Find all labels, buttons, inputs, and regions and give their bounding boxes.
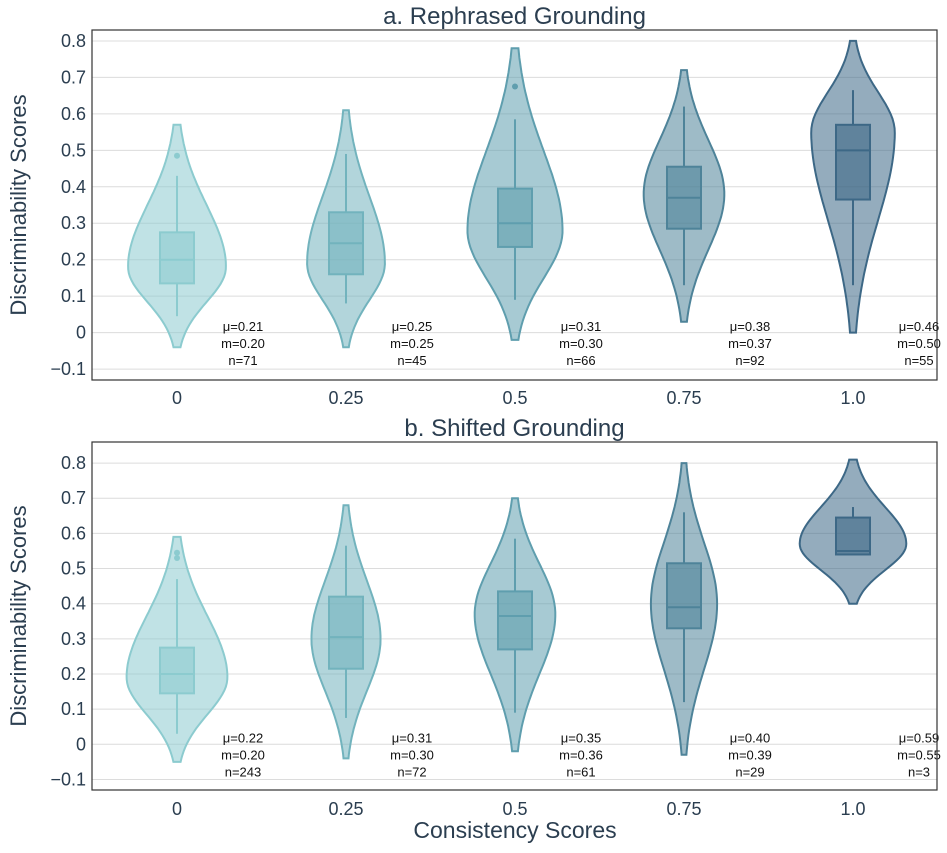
axes-frame xyxy=(91,29,938,381)
box-1.0 xyxy=(835,123,871,201)
x-tick-label: 0.5 xyxy=(502,799,527,819)
y-tick-label: 0.5 xyxy=(61,559,86,579)
stat-annotation: m=0.25 xyxy=(390,336,434,351)
y-tick-label: −0.1 xyxy=(50,359,86,379)
x-tick-label: 0.25 xyxy=(328,799,363,819)
x-tick-label: 0.5 xyxy=(502,388,527,408)
y-tick-label: 0.4 xyxy=(61,177,86,197)
x-tick-label: 0.75 xyxy=(666,388,701,408)
stat-annotation: n=71 xyxy=(228,353,257,368)
stat-annotation: m=0.20 xyxy=(221,336,265,351)
y-tick-label: 0.8 xyxy=(61,31,86,51)
stat-annotation: n=72 xyxy=(397,765,426,780)
x-tick-label: 0.75 xyxy=(666,799,701,819)
x-tick-label: 1.0 xyxy=(840,388,865,408)
stat-annotation: n=61 xyxy=(566,765,595,780)
stat-annotation: n=66 xyxy=(566,353,595,368)
axes-frame xyxy=(91,441,938,791)
y-tick-label: 0.2 xyxy=(61,250,86,270)
y-tick-label: 0.1 xyxy=(61,286,86,306)
y-tick-label: 0.3 xyxy=(61,213,86,233)
box-1.0 xyxy=(835,516,871,556)
box-0.5 xyxy=(497,187,533,248)
box-0.25 xyxy=(328,595,364,670)
stat-annotation: μ=0.38 xyxy=(730,319,770,334)
stat-annotation: n=243 xyxy=(225,765,262,780)
stat-annotation: μ=0.22 xyxy=(223,731,263,746)
y-tick-label: 0 xyxy=(76,323,86,343)
y-tick-label: 0.4 xyxy=(61,594,86,614)
stat-annotation: μ=0.40 xyxy=(730,731,770,746)
stat-annotation: m=0.37 xyxy=(728,336,772,351)
stat-annotation: μ=0.21 xyxy=(223,319,263,334)
y-tick-label: 0.5 xyxy=(61,140,86,160)
stat-annotation: μ=0.25 xyxy=(392,319,432,334)
x-tick-label: 1.0 xyxy=(840,799,865,819)
stat-annotation: μ=0.35 xyxy=(561,731,601,746)
outlier-point xyxy=(512,83,518,90)
stat-annotation: μ=0.31 xyxy=(561,319,601,334)
y-tick-label: 0.8 xyxy=(61,453,86,473)
y-tick-label: 0.7 xyxy=(61,67,86,87)
y-tick-label: 0.1 xyxy=(61,699,86,719)
stat-annotation: n=55 xyxy=(904,353,933,368)
box-0 xyxy=(159,646,195,695)
panel-shifted-grounding: b. Shifted Grounding −0.1 0 0.1 0.2 0.3 0.4 0.5… xyxy=(6,415,941,819)
outlier-point xyxy=(174,549,180,556)
y-tick-label: 0.3 xyxy=(61,629,86,649)
y-tick-label: 0.6 xyxy=(61,104,86,124)
chart-title: b. Shifted Grounding xyxy=(404,415,624,442)
stat-annotation: m=0.39 xyxy=(728,748,772,763)
box-0 xyxy=(159,231,195,285)
stat-annotation: m=0.30 xyxy=(559,336,603,351)
stat-annotation: n=3 xyxy=(908,765,930,780)
panel-rephrased-grounding: a. Rephrased Grounding −0.1 0 0.1 0.2 0.3 0.4 0… xyxy=(6,3,941,408)
y-tick-label: 0.6 xyxy=(61,523,86,543)
x-tick-label: 0 xyxy=(172,799,182,819)
stat-annotation: n=92 xyxy=(735,353,764,368)
chart-title: a. Rephrased Grounding xyxy=(383,3,646,30)
y-axis-label: Discriminability Scores xyxy=(6,94,31,315)
y-tick-label: 0.7 xyxy=(61,488,86,508)
stat-annotation: m=0.30 xyxy=(390,748,434,763)
stat-annotation: m=0.20 xyxy=(221,748,265,763)
stat-annotation: μ=0.31 xyxy=(392,731,432,746)
outlier-point xyxy=(174,555,180,561)
stat-annotation: m=0.55 xyxy=(897,748,941,763)
x-tick-label: 0 xyxy=(172,388,182,408)
stat-annotation: n=45 xyxy=(397,353,426,368)
y-tick-label: 0.2 xyxy=(61,664,86,684)
x-axis-label: Consistency Scores xyxy=(413,817,616,843)
stat-annotation: μ=0.46 xyxy=(899,319,939,334)
stat-annotation: μ=0.59 xyxy=(899,731,939,746)
stat-annotation: m=0.50 xyxy=(897,336,941,351)
stat-annotation: n=29 xyxy=(735,765,764,780)
box-0.5 xyxy=(497,590,533,651)
stat-annotation: m=0.36 xyxy=(559,748,603,763)
y-tick-label: −0.1 xyxy=(50,769,86,789)
y-axis-label: Discriminability Scores xyxy=(6,505,31,726)
x-tick-label: 0.25 xyxy=(328,388,363,408)
box-0.75 xyxy=(666,562,702,630)
y-tick-label: 0 xyxy=(76,734,86,754)
outlier-point xyxy=(174,152,180,159)
